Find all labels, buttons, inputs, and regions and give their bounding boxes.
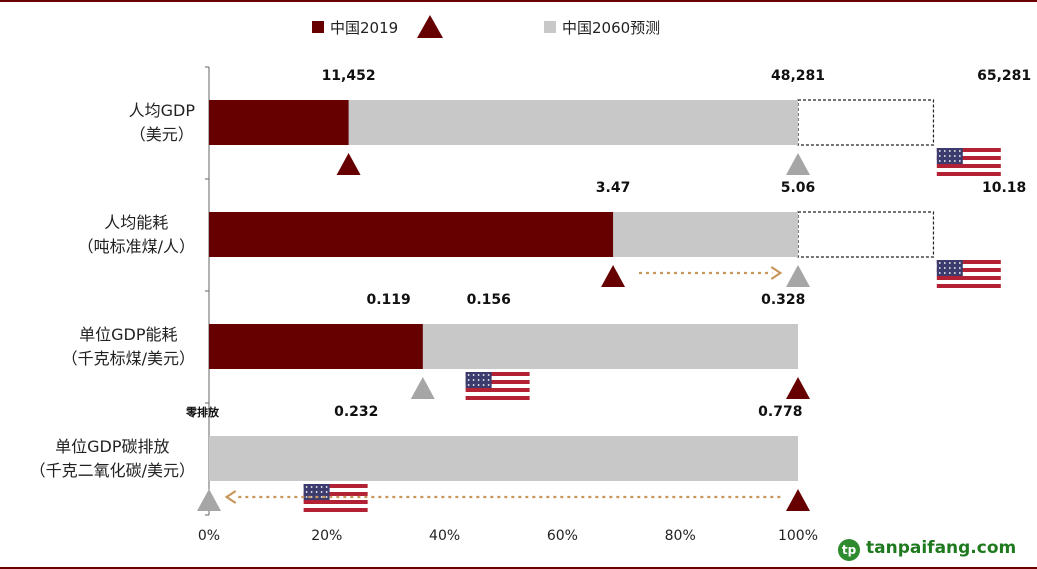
x-tick-label: 40% bbox=[429, 528, 461, 544]
us-reference-box bbox=[797, 211, 935, 258]
dark-triangle-marker bbox=[601, 265, 626, 287]
x-tick-label: 100% bbox=[777, 528, 819, 544]
legend-swatch-china-2060 bbox=[544, 21, 556, 33]
bar-china-2019 bbox=[209, 324, 423, 369]
category-label-line: 人均能耗 bbox=[104, 213, 169, 232]
value-label: 0.119 bbox=[366, 292, 411, 308]
zero-emission-label: 零排放 bbox=[186, 406, 219, 419]
dark-triangle-marker bbox=[786, 377, 810, 399]
dark-triangle-marker bbox=[786, 489, 810, 511]
category-unit-line: （千克二氧化碳/美元） bbox=[29, 461, 195, 480]
value-label: 5.06 bbox=[780, 180, 816, 196]
value-label: 3.47 bbox=[595, 180, 631, 196]
value-label: 0.328 bbox=[761, 292, 806, 308]
category-unit-line: （吨标准煤/人） bbox=[77, 237, 195, 256]
x-tick-label: 60% bbox=[546, 528, 578, 544]
category-label-line: 单位GDP碳排放 bbox=[55, 437, 170, 456]
legend-swatch-china-2019 bbox=[312, 21, 324, 33]
x-tick-label: 80% bbox=[664, 528, 696, 544]
dotted-arrow-head bbox=[770, 266, 783, 280]
category-label: 人均能耗 （吨标准煤/人） bbox=[78, 211, 195, 259]
category-label-line: 单位GDP能耗 bbox=[79, 325, 178, 344]
dotted-arrow-head bbox=[224, 490, 237, 504]
category-label: 单位GDP能耗 （千克标煤/美元） bbox=[62, 323, 195, 371]
bar-china-2060 bbox=[209, 436, 798, 481]
value-label: 65,281 bbox=[977, 68, 1032, 84]
category-label: 人均GDP （美元） bbox=[129, 99, 195, 147]
value-label: 0.232 bbox=[334, 404, 379, 420]
value-label: 11,452 bbox=[321, 68, 376, 84]
value-label: 0.778 bbox=[758, 404, 803, 420]
dark-triangle-marker bbox=[336, 153, 361, 175]
value-label: 10.18 bbox=[981, 180, 1027, 196]
legend-label-china-2060: 中国2060预测 bbox=[562, 19, 661, 37]
x-tick-label: 20% bbox=[311, 528, 343, 544]
us-flag-icon bbox=[936, 148, 1001, 176]
watermark-text: tanpaifang.com bbox=[866, 538, 1017, 558]
bar-china-2019 bbox=[209, 212, 614, 257]
x-tick-label: 0% bbox=[197, 528, 221, 544]
legend-label-china-2019: 中国2019 bbox=[330, 19, 399, 37]
gray-triangle-marker bbox=[197, 489, 221, 511]
value-label: 0.156 bbox=[466, 292, 511, 308]
bar-china-2019 bbox=[209, 100, 349, 145]
category-unit-line: （千克标煤/美元） bbox=[61, 349, 195, 368]
gray-triangle-marker bbox=[786, 265, 810, 287]
value-label: 48,281 bbox=[770, 68, 826, 84]
us-reference-box bbox=[797, 99, 935, 146]
gray-triangle-marker bbox=[410, 377, 435, 399]
category-unit-line: （美元） bbox=[129, 125, 194, 144]
us-flag-icon bbox=[465, 372, 530, 400]
gray-triangle-marker bbox=[786, 153, 810, 175]
category-label-line: 人均GDP bbox=[128, 101, 195, 120]
bottom-rule bbox=[0, 567, 1037, 569]
watermark-logo-icon: tp bbox=[838, 539, 860, 561]
top-rule bbox=[0, 0, 1037, 2]
category-label: 单位GDP碳排放 （千克二氧化碳/美元） bbox=[30, 435, 195, 483]
us-flag-icon bbox=[936, 260, 1001, 288]
legend-triangle-icon bbox=[417, 15, 443, 38]
